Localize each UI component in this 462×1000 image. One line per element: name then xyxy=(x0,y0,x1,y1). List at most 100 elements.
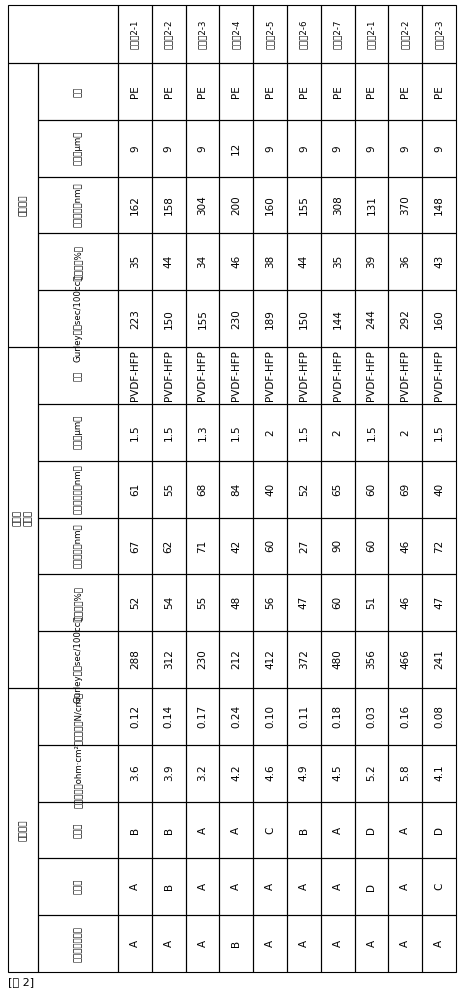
Bar xyxy=(186,802,219,858)
Bar xyxy=(186,461,219,518)
Text: A: A xyxy=(434,940,444,947)
Bar xyxy=(152,347,186,404)
Bar xyxy=(118,745,152,802)
Text: 36: 36 xyxy=(400,255,410,268)
Bar xyxy=(355,858,389,915)
Text: 60: 60 xyxy=(366,539,377,552)
Bar xyxy=(219,290,253,347)
Text: 65: 65 xyxy=(333,482,343,496)
Bar xyxy=(219,404,253,461)
Bar xyxy=(355,63,389,120)
Text: 孔隙率（%）: 孔隙率（%） xyxy=(73,586,83,620)
Bar xyxy=(38,574,118,631)
Bar xyxy=(152,631,186,688)
Text: 308: 308 xyxy=(333,195,343,215)
Text: 1.5: 1.5 xyxy=(299,424,309,441)
Text: 実施例2-3: 実施例2-3 xyxy=(198,19,207,49)
Text: 150: 150 xyxy=(164,309,174,329)
Bar xyxy=(253,688,287,745)
Bar xyxy=(38,177,118,233)
Bar xyxy=(186,63,219,120)
Text: 9: 9 xyxy=(333,145,343,152)
Text: A: A xyxy=(265,940,275,947)
Bar xyxy=(287,120,321,177)
Bar xyxy=(253,233,287,290)
Text: 9: 9 xyxy=(197,145,207,152)
Text: 1.5: 1.5 xyxy=(434,424,444,441)
Text: D: D xyxy=(366,883,377,891)
Text: PVDF-HFP: PVDF-HFP xyxy=(366,350,377,401)
Text: 0.10: 0.10 xyxy=(265,705,275,728)
Text: 4.6: 4.6 xyxy=(265,765,275,781)
Bar xyxy=(422,518,456,574)
Text: 370: 370 xyxy=(400,195,410,215)
Bar xyxy=(219,688,253,745)
Bar xyxy=(389,233,422,290)
Text: 5.8: 5.8 xyxy=(400,765,410,781)
Text: 44: 44 xyxy=(299,255,309,268)
Bar xyxy=(287,745,321,802)
Text: 9: 9 xyxy=(299,145,309,152)
Bar xyxy=(321,404,355,461)
Text: 2: 2 xyxy=(333,429,343,436)
Text: PE: PE xyxy=(130,85,140,98)
Text: 46: 46 xyxy=(400,596,410,609)
Text: 0.03: 0.03 xyxy=(366,705,377,728)
Bar xyxy=(355,518,389,574)
Text: 52: 52 xyxy=(130,596,140,609)
Text: PVDF-HFP: PVDF-HFP xyxy=(130,350,140,401)
Bar xyxy=(38,63,118,120)
Bar xyxy=(253,120,287,177)
Bar xyxy=(287,233,321,290)
Bar xyxy=(253,631,287,688)
Bar xyxy=(321,688,355,745)
Bar xyxy=(38,688,118,745)
Text: PVDF-HFP: PVDF-HFP xyxy=(231,350,241,401)
Bar xyxy=(152,688,186,745)
Text: 35: 35 xyxy=(333,255,343,268)
Text: 155: 155 xyxy=(197,309,207,329)
Bar xyxy=(355,177,389,233)
Bar xyxy=(355,347,389,404)
Bar xyxy=(186,120,219,177)
Bar xyxy=(355,631,389,688)
Bar xyxy=(355,461,389,518)
Text: 131: 131 xyxy=(366,195,377,215)
Text: PVDF-HFP: PVDF-HFP xyxy=(265,350,275,401)
Bar xyxy=(152,120,186,177)
Text: 0.17: 0.17 xyxy=(197,705,207,728)
Bar xyxy=(321,915,355,972)
Bar xyxy=(355,915,389,972)
Text: 46: 46 xyxy=(231,255,241,268)
Text: 39: 39 xyxy=(366,255,377,268)
Bar xyxy=(8,688,38,972)
Text: PE: PE xyxy=(333,85,343,98)
Text: 40: 40 xyxy=(265,483,275,496)
Bar xyxy=(118,461,152,518)
Text: 69: 69 xyxy=(400,482,410,496)
Text: A: A xyxy=(164,940,174,947)
Text: B: B xyxy=(164,883,174,890)
Bar xyxy=(118,120,152,177)
Text: 9: 9 xyxy=(400,145,410,152)
Text: A: A xyxy=(299,940,309,947)
Text: 38: 38 xyxy=(265,255,275,268)
Bar xyxy=(253,802,287,858)
Text: PVDF-HFP: PVDF-HFP xyxy=(164,350,174,401)
Text: A: A xyxy=(265,883,275,890)
Text: 27: 27 xyxy=(299,539,309,553)
Text: A: A xyxy=(197,826,207,834)
Bar xyxy=(355,5,389,63)
Text: 平均孔径（nm）: 平均孔径（nm） xyxy=(73,524,83,568)
Bar xyxy=(321,290,355,347)
Text: 189: 189 xyxy=(265,309,275,329)
Bar xyxy=(152,5,186,63)
Text: 84: 84 xyxy=(231,482,241,496)
Bar xyxy=(186,404,219,461)
Bar xyxy=(321,858,355,915)
Text: 54: 54 xyxy=(164,596,174,609)
Text: 60: 60 xyxy=(333,596,343,609)
Bar xyxy=(118,802,152,858)
Text: B: B xyxy=(299,826,309,834)
Bar xyxy=(422,5,456,63)
